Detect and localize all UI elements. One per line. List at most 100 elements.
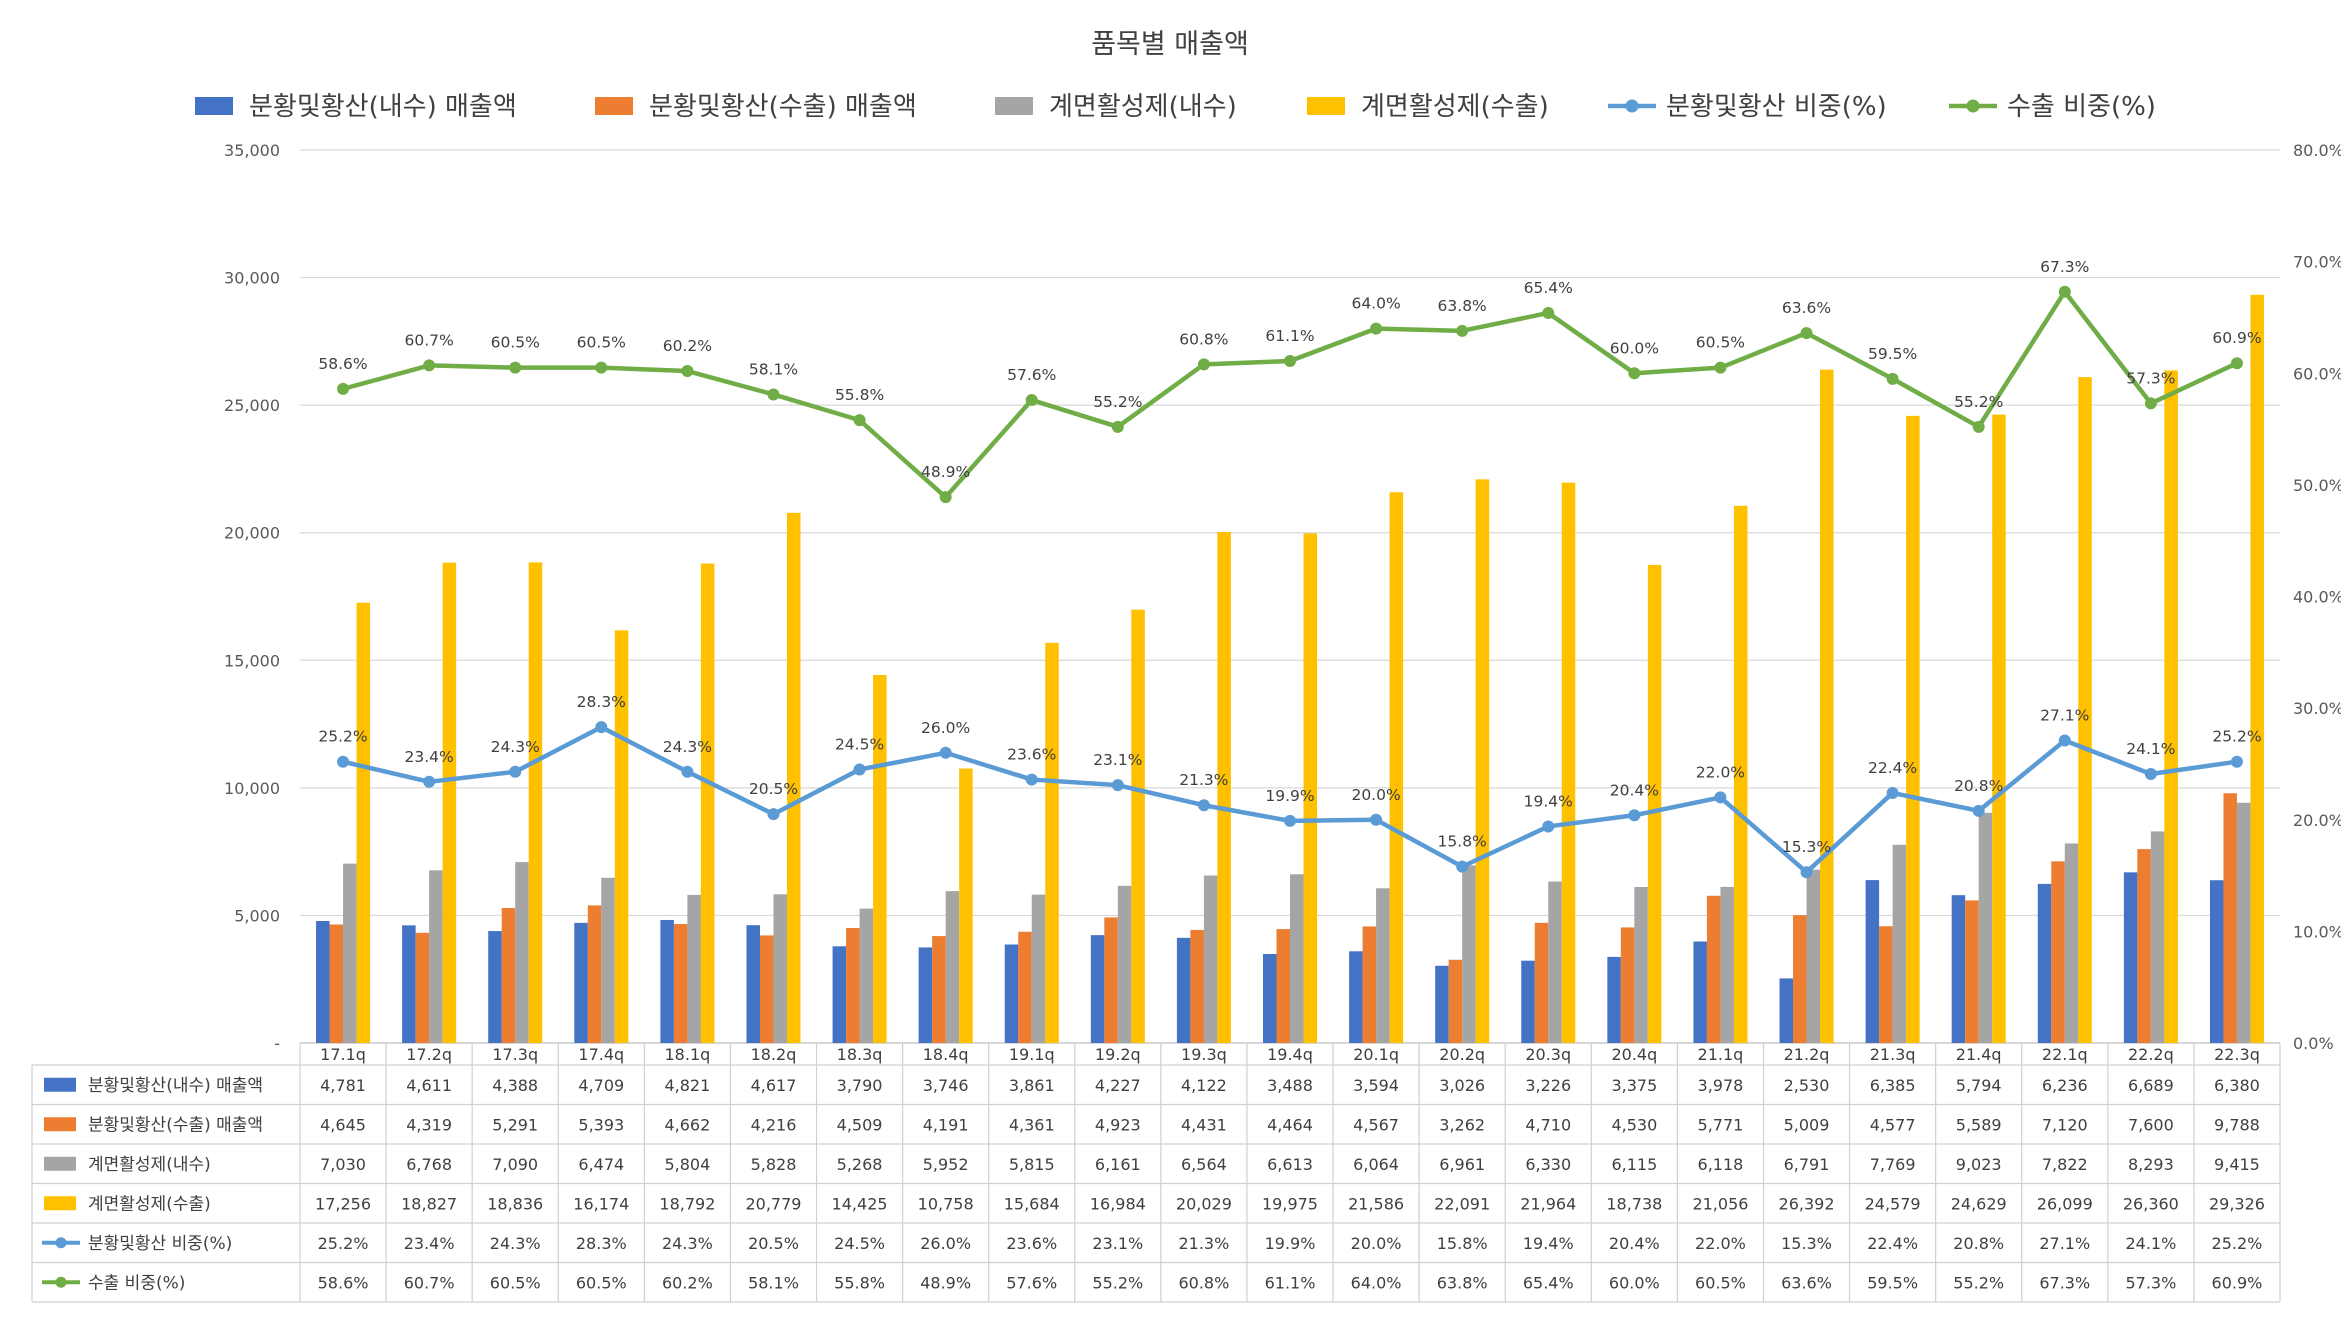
table-cell: 21,586: [1348, 1194, 1404, 1213]
table-cell: 24.5%: [834, 1234, 885, 1253]
data-label: 25.2%: [318, 728, 367, 746]
bar: [918, 947, 933, 1043]
bar: [515, 862, 529, 1043]
bar: [1521, 960, 1535, 1043]
table-cell: 18,827: [401, 1194, 457, 1213]
bar: [1865, 880, 1880, 1043]
data-point: [2144, 397, 2157, 410]
legend-label: 분황및황산(내수) 매출액: [249, 92, 517, 122]
bar: [343, 863, 357, 1043]
data-label: 24.1%: [2126, 740, 2175, 758]
data-point: [1972, 804, 1985, 817]
table-cell: 3,226: [1525, 1076, 1571, 1095]
y-right-tick-label: 50.0%: [2293, 476, 2341, 495]
bar: [932, 936, 946, 1043]
data-label: 24.3%: [491, 738, 540, 756]
bar: [1906, 415, 1920, 1043]
table-cell: 5,291: [492, 1115, 538, 1134]
legend-label: 분황및황산 비중(%): [1666, 92, 1887, 122]
table-cell: 4,216: [751, 1115, 797, 1134]
table-cell: 22,091: [1434, 1194, 1490, 1213]
bar: [1362, 926, 1377, 1043]
bar: [1117, 885, 1132, 1043]
table-cell: 60.0%: [1609, 1273, 1660, 1292]
table-cell: 26,392: [1779, 1194, 1835, 1213]
data-table: 17.1q 17.2q 17.3q 17.4q 18.1q 18.2q 18.3q 18.4q…: [31, 1043, 2281, 1303]
table-cell: 23.6%: [1006, 1234, 1057, 1253]
data-label: 20.0%: [1351, 786, 1400, 804]
table-cell: 63.6%: [1781, 1273, 1832, 1292]
table-cell: 4,319: [406, 1115, 452, 1134]
y-right-tick-label: 30.0%: [2293, 699, 2341, 718]
bar: [574, 922, 588, 1043]
table-cell: 29,326: [2209, 1194, 2265, 1213]
bar: [1448, 959, 1463, 1043]
bar: [429, 870, 443, 1043]
y-right-tick-label: 0.0%: [2293, 1034, 2334, 1053]
table-cell: 20.4%: [1609, 1234, 1660, 1253]
bar: [1376, 888, 1390, 1043]
category-label: 20.2q: [1439, 1045, 1485, 1064]
table-cell: 24,629: [1951, 1194, 2007, 1213]
data-label: 24.5%: [835, 736, 884, 754]
category-label: 18.1q: [665, 1045, 711, 1064]
bar: [1779, 978, 1794, 1043]
category-label: 17.3q: [492, 1045, 538, 1064]
table-cell: 15.3%: [1781, 1234, 1832, 1253]
table-cell: 7,822: [2042, 1155, 2088, 1174]
table-cell: 55.2%: [1092, 1273, 1143, 1292]
table-cell: 6,118: [1698, 1155, 1744, 1174]
category-label: 18.3q: [837, 1045, 883, 1064]
data-label: 59.5%: [1868, 345, 1917, 363]
data-point: [1025, 394, 1038, 407]
table-cell: 4,645: [320, 1115, 366, 1134]
table-legend-swatch: [44, 1117, 76, 1132]
bar: [1203, 875, 1218, 1043]
table-legend-swatch: [44, 1077, 76, 1092]
bar: [1820, 369, 1834, 1044]
bar: [2223, 793, 2237, 1043]
bar: [1031, 894, 1046, 1043]
data-label: 20.8%: [1954, 777, 2003, 795]
data-point: [681, 365, 694, 378]
data-point: [509, 361, 522, 374]
data-point: [1025, 773, 1038, 786]
table-cell: 60.5%: [490, 1273, 541, 1292]
legend-swatch: [1307, 97, 1345, 115]
table-cell: 4,821: [664, 1076, 710, 1095]
table-cell: 60.8%: [1178, 1273, 1229, 1292]
table-cell: 64.0%: [1351, 1273, 1402, 1292]
bar: [1018, 931, 1032, 1043]
bar: [1176, 937, 1191, 1043]
table-cell: 60.2%: [662, 1273, 713, 1292]
table-cell: 22.4%: [1867, 1234, 1918, 1253]
bar: [402, 925, 416, 1043]
table-cell: 8,293: [2128, 1155, 2174, 1174]
category-label: 19.4q: [1267, 1045, 1313, 1064]
table-cell: 5,952: [923, 1155, 969, 1174]
table-cell: 4,710: [1525, 1115, 1571, 1134]
y-right-tick-label: 60.0%: [2293, 364, 2341, 383]
table-cell: 9,788: [2214, 1115, 2260, 1134]
bar: [1561, 482, 1576, 1043]
data-point: [939, 746, 952, 759]
bar: [1806, 869, 1821, 1043]
bar: [316, 921, 330, 1043]
data-label: 55.2%: [1954, 393, 2003, 411]
data-label: 60.7%: [405, 331, 454, 349]
table-cell: 4,388: [492, 1076, 538, 1095]
table-cell: 6,330: [1525, 1155, 1571, 1174]
table-cell: 21,056: [1692, 1194, 1748, 1213]
category-label: 20.1q: [1353, 1045, 1399, 1064]
table-cell: 15.8%: [1437, 1234, 1488, 1253]
table-cell: 5,393: [578, 1115, 624, 1134]
table-cell: 3,262: [1439, 1115, 1485, 1134]
table-cell: 3,746: [923, 1076, 969, 1095]
data-label: 57.3%: [2126, 369, 2175, 387]
data-label: 65.4%: [1524, 279, 1573, 297]
table-cell: 60.5%: [576, 1273, 627, 1292]
table-cell: 4,227: [1095, 1076, 1141, 1095]
data-label: 19.4%: [1524, 792, 1573, 810]
